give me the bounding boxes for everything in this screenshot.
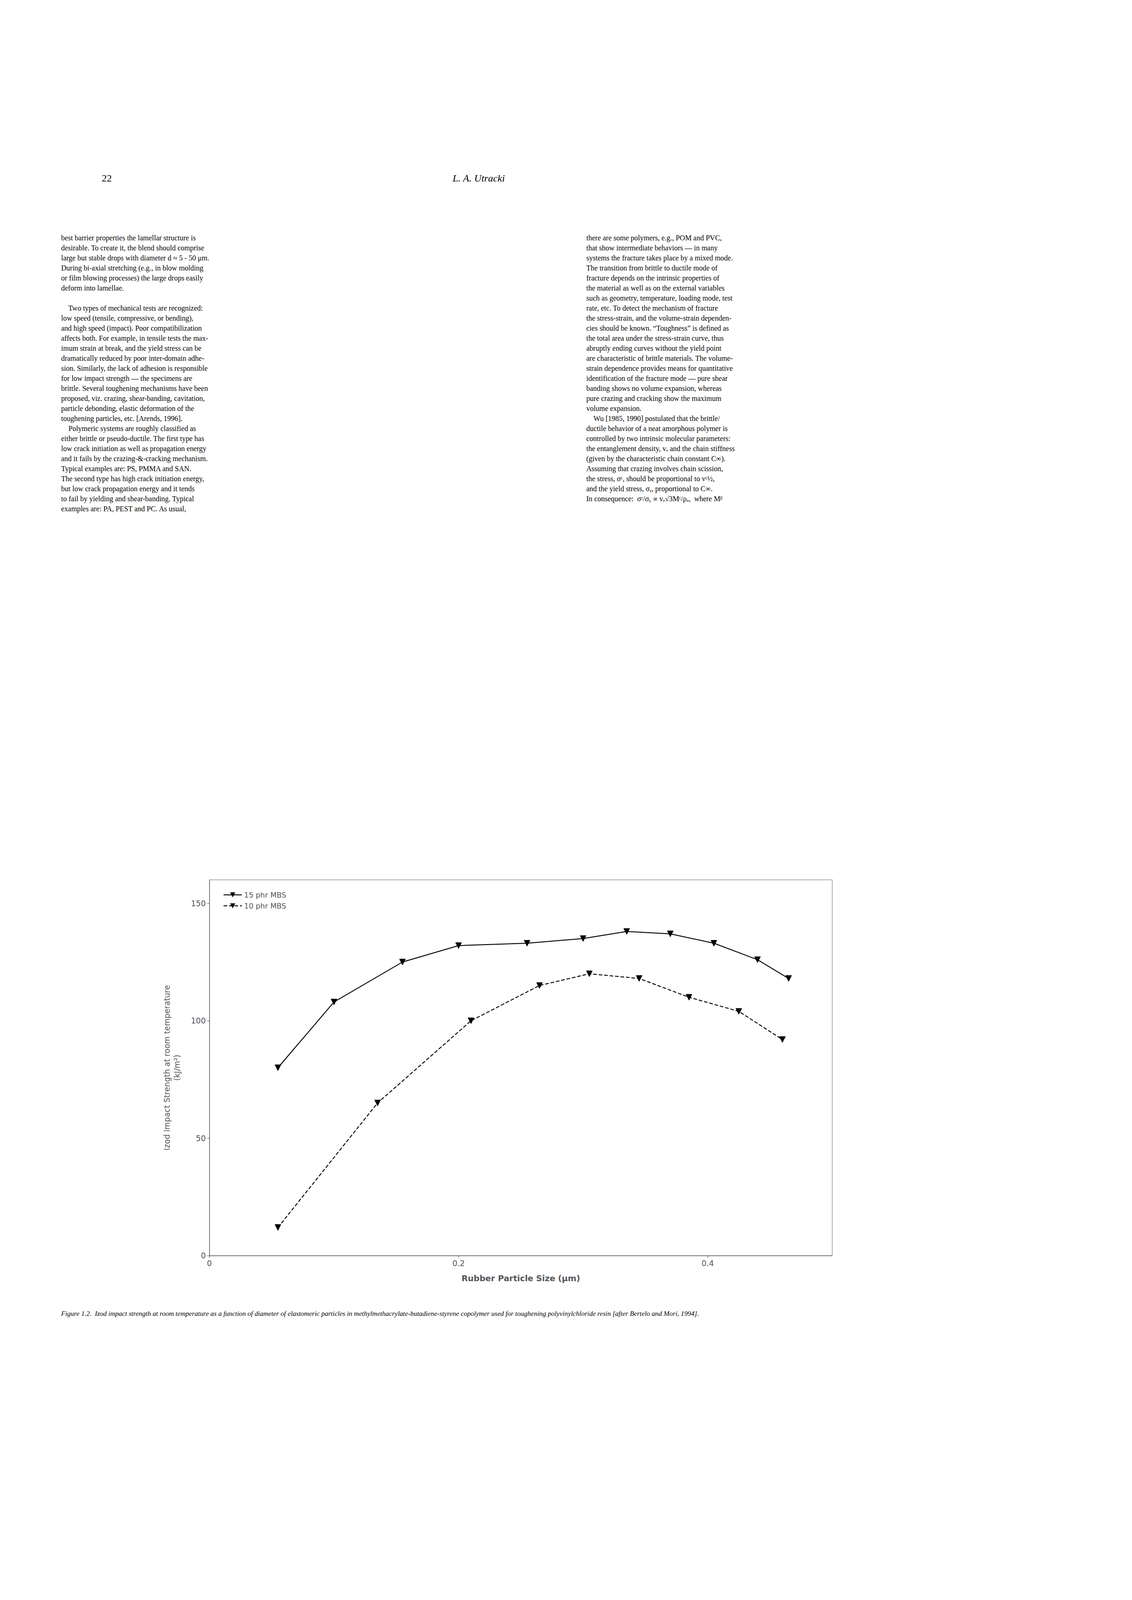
svg-text:banding shows no volume expans: banding shows no volume expansion, where… xyxy=(586,384,722,393)
svg-text:Wu [1985, 1990] postulated tha: Wu [1985, 1990] postulated that the brit… xyxy=(586,414,720,423)
svg-text:pure crazing and cracking show: pure crazing and cracking show the maxim… xyxy=(586,394,722,403)
svg-text:large but stable drops with di: large but stable drops with diameter d ≈… xyxy=(61,254,210,263)
svg-text:toughening particles, etc. [Ar: toughening particles, etc. [Arends, 1996… xyxy=(61,414,183,423)
svg-text:The transition from brittle to: The transition from brittle to ductile m… xyxy=(586,264,718,272)
svg-text:10 phr MBS: 10 phr MBS xyxy=(244,902,287,911)
svg-text:low speed (tensile, compressiv: low speed (tensile, compressive, or bend… xyxy=(61,314,194,323)
svg-text:sion. Similarly, the lack of a: sion. Similarly, the lack of adhesion is… xyxy=(61,364,208,373)
svg-text:proposed, viz. crazing, shear-: proposed, viz. crazing, shear-banding, c… xyxy=(61,394,205,403)
svg-text:best barrier properties the la: best barrier properties the lamellar str… xyxy=(61,234,196,243)
svg-text:strain dependence provides mea: strain dependence provides means for qua… xyxy=(586,364,733,373)
svg-text:such as geometry, temperature,: such as geometry, temperature, loading m… xyxy=(586,294,733,303)
svg-text:Polymeric systems are roughly: Polymeric systems are roughly classified… xyxy=(61,424,197,433)
svg-text:volume expansion.: volume expansion. xyxy=(586,404,642,413)
svg-text:for low impact strength — the: for low impact strength — the specimens … xyxy=(61,374,193,383)
svg-text:desirable. To create it, the b: desirable. To create it, the blend shoul… xyxy=(61,244,205,253)
svg-text:brittle. Several toughening me: brittle. Several toughening mechanisms h… xyxy=(61,384,209,393)
svg-text:L. A. Utracki: L. A. Utracki xyxy=(452,172,505,184)
svg-text:and the yield stress, σᵧ, prop: and the yield stress, σᵧ, proportional t… xyxy=(586,485,713,494)
svg-text:but low crack propagation ener: but low crack propagation energy and it … xyxy=(61,485,195,494)
svg-text:to fail by yielding and shear-: to fail by yielding and shear-banding. T… xyxy=(61,495,195,504)
svg-text:and high speed (impact). Poor: and high speed (impact). Poor compatibil… xyxy=(61,324,202,333)
svg-text:150: 150 xyxy=(191,899,206,909)
svg-text:the total area under the stres: the total area under the stress-strain c… xyxy=(586,334,724,343)
svg-text:ductile behavior of a neat amo: ductile behavior of a neat amorphous pol… xyxy=(586,424,728,433)
svg-text:(kJ/m²): (kJ/m²) xyxy=(172,1054,182,1081)
svg-text:the material as well as on the: the material as well as on the external … xyxy=(586,284,725,293)
svg-text:examples are: PA, PEST and PC.: examples are: PA, PEST and PC. As usual, xyxy=(61,505,187,514)
svg-text:and it fails by the crazing-&-: and it fails by the crazing-&-cracking m… xyxy=(61,454,208,464)
svg-text:50: 50 xyxy=(195,1134,206,1144)
svg-text:Izod Impact Strength at room t: Izod Impact Strength at room temperature xyxy=(162,985,172,1151)
svg-text:imum strain at break, and the: imum strain at break, and the yield stre… xyxy=(61,344,202,353)
svg-text:there are some polymers, e.g.,: there are some polymers, e.g., POM and P… xyxy=(586,234,722,243)
svg-text:In consequence: σᶜ/σᵧ ∝ vₑ√3M: In consequence: σᶜ/σᵧ ∝ vₑ√3Mᶜ/ρₐ, where… xyxy=(586,495,723,504)
svg-text:0.2: 0.2 xyxy=(452,1259,465,1269)
svg-text:cies should be known. “Toughne: cies should be known. “Toughness” is def… xyxy=(586,324,730,333)
svg-text:Typical examples are: PS, PMMA: Typical examples are: PS, PMMA and SAN. xyxy=(61,464,192,474)
svg-text:deform into lamellae.: deform into lamellae. xyxy=(61,284,124,293)
svg-text:low crack initiation as well a: low crack initiation as well as propagat… xyxy=(61,444,207,454)
svg-text:100: 100 xyxy=(191,1016,206,1026)
svg-text:0.4: 0.4 xyxy=(701,1259,714,1269)
svg-text:the stress, σᶜ, should be prop: the stress, σᶜ, should be proportional t… xyxy=(586,474,715,484)
svg-text:The second type has high crack: The second type has high crack initiatio… xyxy=(61,474,204,484)
svg-text:0: 0 xyxy=(207,1259,213,1269)
svg-text:systems the fracture takes pla: systems the fracture takes place by a mi… xyxy=(586,254,733,263)
svg-text:identification of the fracture: identification of the fracture mode — pu… xyxy=(586,374,728,383)
svg-text:the stress-strain, and the vol: the stress-strain, and the volume-strain… xyxy=(586,314,732,323)
svg-text:Two types of mechanical tests: Two types of mechanical tests are recogn… xyxy=(61,304,203,313)
svg-text:abruptly ending curves without: abruptly ending curves without the yield… xyxy=(586,344,722,353)
svg-text:particle debonding, elastic de: particle debonding, elastic deformation … xyxy=(61,404,194,413)
svg-text:dramatically reduced by poor i: dramatically reduced by poor inter-domai… xyxy=(61,354,205,363)
svg-text:that show intermediate behavio: that show intermediate behaviors — in ma… xyxy=(586,244,718,253)
svg-text:controlled by two intrinsic mo: controlled by two intrinsic molecular pa… xyxy=(586,434,731,444)
svg-text:During bi-axial stretching (e.: During bi-axial stretching (e.g., in blo… xyxy=(61,264,204,273)
svg-text:Assuming that crazing involves: Assuming that crazing involves chain sci… xyxy=(586,464,724,474)
svg-text:Rubber Particle Size (μm): Rubber Particle Size (μm) xyxy=(461,1273,580,1284)
svg-text:0: 0 xyxy=(200,1251,206,1261)
svg-text:rate, etc. To detect the mecha: rate, etc. To detect the mechanism of fr… xyxy=(586,304,719,313)
svg-text:22: 22 xyxy=(101,172,112,184)
svg-text:(given by the characteristic c: (given by the characteristic chain const… xyxy=(586,454,726,464)
svg-text:the entanglement density, vₑ a: the entanglement density, vₑ and the cha… xyxy=(586,444,735,454)
svg-text:either brittle or pseudo-ducti: either brittle or pseudo-ductile. The fi… xyxy=(61,434,204,444)
svg-text:fracture depends on the intrin: fracture depends on the intrinsic proper… xyxy=(586,274,720,283)
svg-text:Figure 1.2. Izod impact stren: Figure 1.2. Izod impact strength at room… xyxy=(60,1310,700,1318)
svg-text:or film blowing processes) the: or film blowing processes) the large dro… xyxy=(61,274,204,283)
svg-text:are characteristic of brittle: are characteristic of brittle materials.… xyxy=(586,354,733,363)
svg-text:affects both. For example, in: affects both. For example, in tensile te… xyxy=(61,334,209,343)
svg-text:15 phr MBS: 15 phr MBS xyxy=(244,891,287,900)
